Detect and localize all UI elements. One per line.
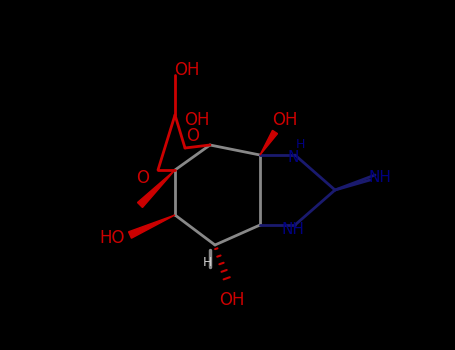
Polygon shape	[137, 170, 175, 208]
Text: HO: HO	[99, 229, 125, 247]
Text: H: H	[295, 139, 305, 152]
Text: O: O	[187, 127, 199, 145]
Text: NH: NH	[369, 170, 391, 186]
Text: OH: OH	[174, 61, 200, 79]
Polygon shape	[129, 215, 175, 238]
Text: OH: OH	[272, 111, 298, 129]
Text: O: O	[136, 169, 150, 187]
Text: N: N	[287, 149, 298, 164]
Text: OH: OH	[184, 111, 210, 129]
Text: NH: NH	[282, 223, 304, 238]
Polygon shape	[260, 130, 278, 155]
Text: OH: OH	[219, 291, 245, 309]
Text: H: H	[202, 257, 212, 270]
